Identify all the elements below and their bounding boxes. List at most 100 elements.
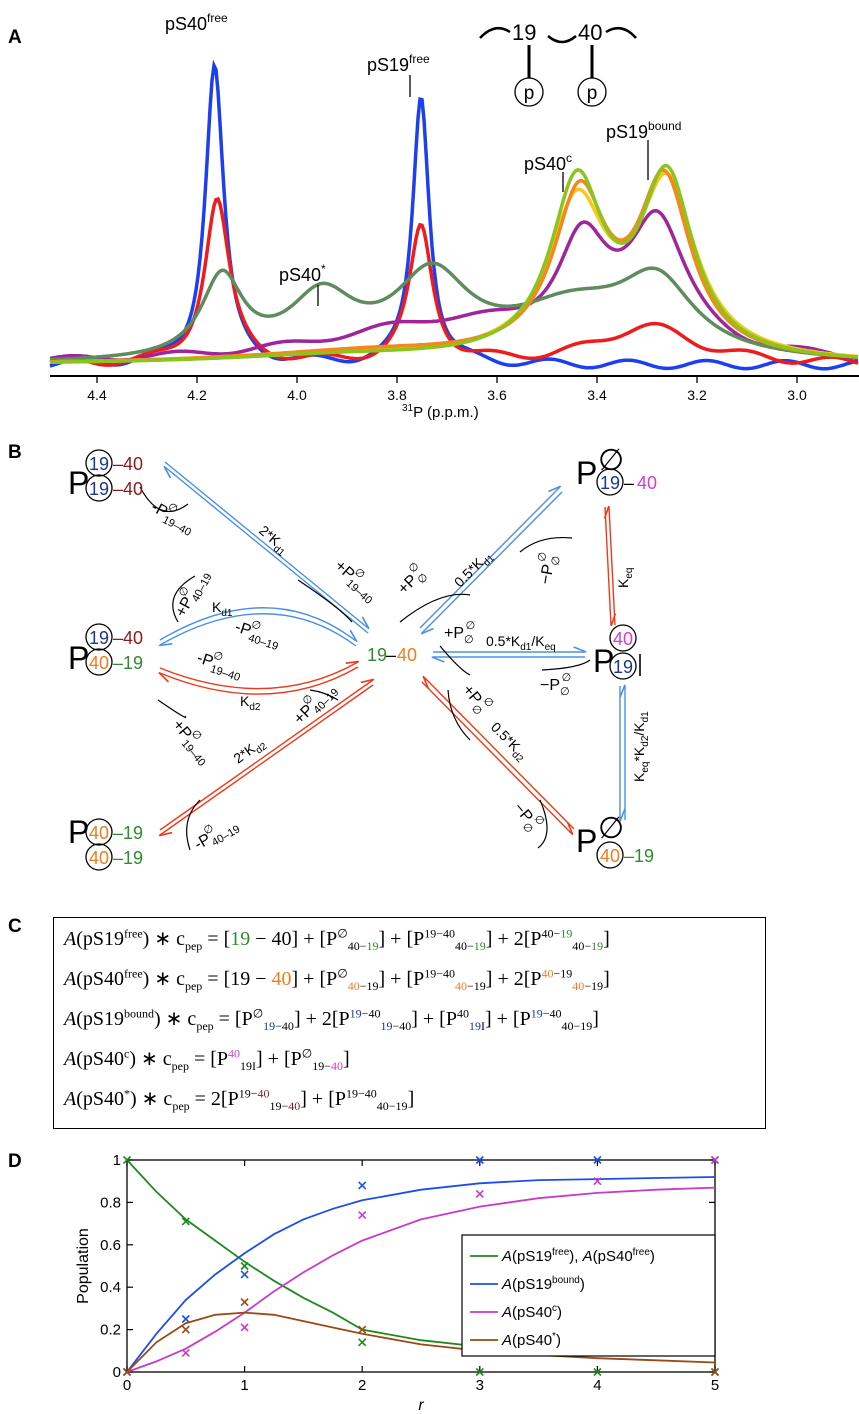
- data-point-marker: [181, 1217, 190, 1226]
- svg-text:-P40–19∅: -P40–19∅: [189, 811, 242, 857]
- reaction-arrows: [139, 461, 625, 851]
- label-ps40-free: pS40free: [165, 11, 228, 34]
- svg-text:P: P: [576, 455, 597, 491]
- svg-text:40: 40: [613, 629, 633, 649]
- svg-text:∅: ∅: [598, 812, 624, 845]
- population-chart: 0 1 2 3 4 5 0 0.2 0.4 0.6 0.8 1 r Population A(pS19fre…: [75, 1152, 719, 1414]
- svg-text:40: 40: [600, 846, 620, 866]
- svg-text:2*Kd1: 2*Kd1: [254, 522, 293, 559]
- data-point-marker: [358, 1181, 367, 1190]
- data-point-marker: [475, 1367, 484, 1377]
- svg-text:–40: –40: [113, 479, 143, 499]
- x-tick-label: 5: [711, 1377, 719, 1394]
- svg-text:Keq: Keq: [615, 568, 635, 588]
- svg-text:+P∅∅: +P∅∅: [456, 678, 496, 719]
- spectrum-trace-2: [49, 208, 859, 362]
- legend-entry: A(pS40c): [501, 1303, 562, 1321]
- equations-box: A(pS19free) ∗ cpep = [19 − 40] + [P∅40−1…: [53, 917, 766, 1129]
- y-tick-label: 0.4: [100, 1279, 121, 1296]
- svg-text:19: 19: [89, 628, 109, 648]
- svg-text:–: –: [386, 645, 396, 665]
- data-point-marker: [181, 1348, 190, 1357]
- svg-text:–: –: [624, 473, 634, 493]
- svg-text:−P∅∅: −P∅∅: [540, 672, 571, 698]
- svg-text:–40: –40: [113, 628, 143, 648]
- legend-box: [461, 1234, 716, 1357]
- x-tick-label: 4: [593, 1377, 601, 1394]
- label-ps40-star: pS40*: [279, 262, 326, 285]
- species-nodes: P d1 19 –40 19 –40 P 19 –40 40 –19 P 40 …: [68, 444, 657, 871]
- svg-text:40: 40: [89, 653, 109, 673]
- data-point-marker: [593, 1177, 602, 1186]
- nmr-spectra: [49, 59, 859, 371]
- svg-text:Kd1: Kd1: [212, 599, 233, 619]
- svg-text:19: 19: [512, 20, 536, 45]
- svg-text:19: 19: [89, 454, 109, 474]
- svg-text:–19: –19: [624, 846, 654, 866]
- svg-text:2*Kd2: 2*Kd2: [230, 733, 269, 769]
- x-tick-label: 0: [123, 1377, 131, 1394]
- svg-text:P: P: [593, 643, 614, 679]
- ppm-tick-label: 3.4: [587, 387, 607, 403]
- panel-d-label: D: [8, 1151, 22, 1172]
- svg-text:40: 40: [89, 848, 109, 868]
- ppm-tick-label: 3.8: [387, 387, 407, 403]
- ppm-tick-label: 4.2: [187, 387, 207, 403]
- fit-line-2: [126, 1186, 716, 1373]
- label-ps40-c: pS40c: [524, 151, 572, 174]
- svg-text:40: 40: [637, 473, 657, 493]
- x-axis-label: r: [418, 1397, 424, 1414]
- label-ps19-bound: pS19bound: [606, 119, 681, 142]
- ppm-tick-label: 4.4: [87, 387, 107, 403]
- svg-text:–19: –19: [113, 848, 143, 868]
- y-tick-label: 0.2: [100, 1322, 121, 1339]
- x-tick-label: 3: [476, 1377, 484, 1394]
- x-tick-label: 2: [358, 1377, 366, 1394]
- ppm-tick-label: 4.0: [287, 387, 307, 403]
- svg-text:0.5*Kd2: 0.5*Kd2: [485, 719, 532, 766]
- equation-ps40-star: A(pS40*) ∗ cpep = 2[P19−4019−40] + [P19−…: [64, 1086, 415, 1113]
- svg-text:40: 40: [578, 20, 602, 45]
- panel-c-label: C: [8, 916, 22, 937]
- legend-entry: A(pS40*): [501, 1331, 561, 1349]
- data-point-marker: [122, 1155, 132, 1165]
- y-tick-label: 0.6: [100, 1237, 121, 1254]
- ppm-tick-label: 3.0: [787, 387, 807, 403]
- panel-a-label: A: [8, 27, 22, 48]
- equation-ps40-c: A(pS40c) ∗ cpep = [P4019I] + [P∅19−40]: [64, 1046, 350, 1073]
- svg-text:+P∅∅: +P∅∅: [391, 560, 431, 600]
- data-point-marker: [181, 1314, 190, 1324]
- data-point-marker: [181, 1325, 190, 1334]
- svg-text:19: 19: [367, 645, 387, 665]
- svg-text:19: 19: [89, 479, 109, 499]
- spectrum-trace-6: [50, 163, 859, 364]
- svg-text:+P40–19∅: +P40–19∅: [168, 565, 215, 622]
- data-point-marker: [710, 1367, 720, 1377]
- y-tick-label: 0: [113, 1364, 121, 1381]
- legend-entry: A(pS19bound): [501, 1275, 585, 1293]
- equation-ps19-free: A(pS19free) ∗ cpep = [19 − 40] + [P∅40−1…: [64, 926, 610, 953]
- data-point-marker: [358, 1338, 367, 1347]
- equation-ps19-bound: A(pS19bound) ∗ cpep = [P∅19−40] + 2[P19−…: [64, 1006, 599, 1033]
- svg-text:-P40–19∅: -P40–19∅: [232, 614, 284, 653]
- svg-text:−P∅∅: −P∅∅: [532, 551, 563, 586]
- svg-text:19: 19: [613, 657, 633, 677]
- svg-text:Kd2: Kd2: [240, 693, 261, 713]
- y-axis-label: Population: [75, 1228, 92, 1304]
- svg-text:P: P: [68, 640, 89, 676]
- data-point-marker: [358, 1325, 367, 1334]
- y-tick-label: 0.8: [100, 1194, 121, 1211]
- label-ps19-free: pS19free: [367, 52, 430, 75]
- svg-text:P: P: [68, 814, 89, 850]
- svg-text:P: P: [68, 465, 89, 501]
- fit-line-3: [126, 1311, 716, 1373]
- svg-text:40: 40: [89, 823, 109, 843]
- phospho-schematic: 19 40 p p: [479, 20, 637, 107]
- ppm-tick-label: 3.2: [687, 387, 707, 403]
- svg-text:p: p: [587, 83, 598, 104]
- svg-text:+P19–40∅: +P19–40∅: [166, 713, 218, 768]
- svg-text:p: p: [524, 83, 535, 104]
- svg-text:–19: –19: [113, 823, 143, 843]
- y-tick-label: 1: [113, 1152, 121, 1169]
